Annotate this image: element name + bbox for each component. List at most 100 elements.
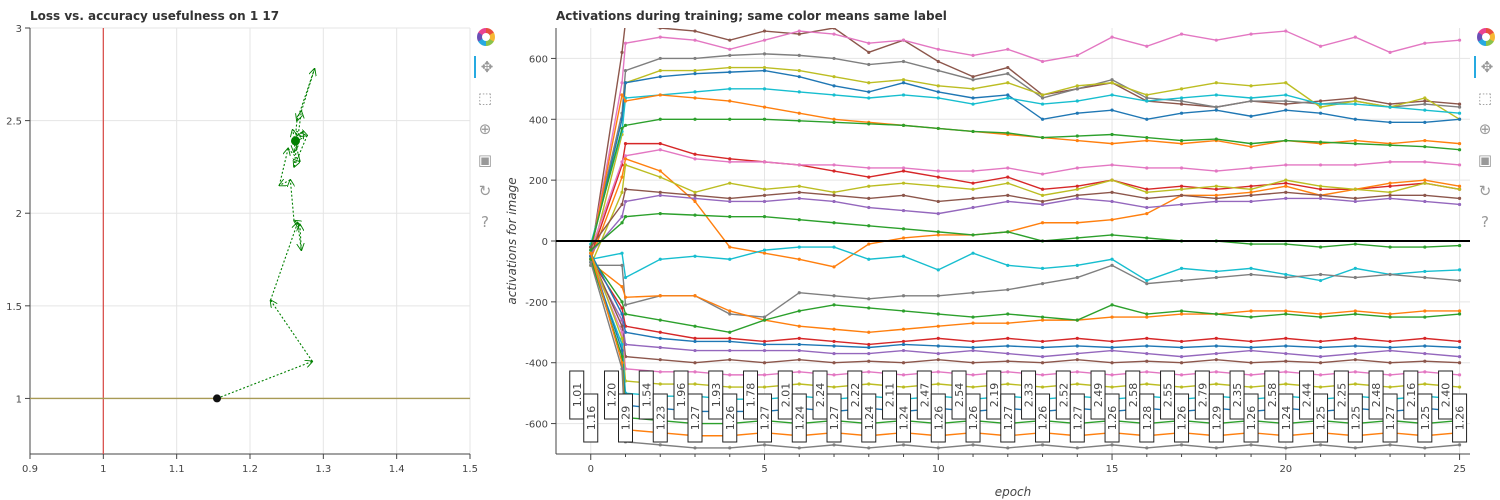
series-point <box>1318 345 1323 350</box>
series-point <box>1006 312 1010 316</box>
epoch-label-text: 1.54 <box>640 383 653 408</box>
series-point <box>1284 178 1288 182</box>
save-icon[interactable]: ▣ <box>1477 151 1493 169</box>
series-point <box>1318 102 1323 106</box>
series-line <box>590 264 1460 318</box>
series-point <box>1318 373 1323 377</box>
epoch-label-text: 1.27 <box>759 406 772 431</box>
epoch-label-box <box>1313 393 1329 443</box>
series-point <box>623 275 628 280</box>
activations-plot[interactable]: 0 5 10 15 20 25 -600 -400 -200 0 200 400 600 epoch act… <box>500 0 1500 500</box>
epoch-label-box <box>1208 393 1224 443</box>
series-point <box>867 345 871 350</box>
series-point <box>1040 339 1045 344</box>
series-point <box>901 193 906 197</box>
series-point <box>623 163 628 167</box>
epoch-label-box <box>583 393 599 443</box>
series-point <box>1284 370 1288 374</box>
series-point <box>1423 446 1427 450</box>
series-point <box>1145 336 1149 340</box>
series-point <box>936 324 940 328</box>
series-point <box>620 126 624 131</box>
series-point <box>728 312 732 316</box>
series-point <box>1318 187 1323 191</box>
wheel-zoom-icon[interactable]: ⊕ <box>1478 120 1492 138</box>
series-point <box>1179 355 1184 359</box>
series-point <box>693 96 697 100</box>
trajectory-arrow <box>287 148 300 161</box>
series-point <box>1353 99 1357 103</box>
series-point <box>867 41 871 45</box>
epoch-label-box <box>1035 393 1051 443</box>
series-point <box>901 339 906 344</box>
series-point <box>1006 230 1010 234</box>
series-point <box>1388 385 1392 389</box>
series-point <box>1249 166 1253 170</box>
series-point <box>867 205 871 210</box>
series-point <box>762 215 767 219</box>
series-line <box>590 255 1460 334</box>
series-point <box>693 90 697 94</box>
series-point <box>1457 361 1462 365</box>
series-point <box>797 324 801 328</box>
y-tick-label: 200 <box>529 176 548 187</box>
series-point <box>867 382 871 386</box>
wheel-zoom-icon[interactable]: ⊕ <box>478 120 492 138</box>
reset-icon[interactable]: ↻ <box>1478 182 1492 200</box>
series-point <box>971 385 975 389</box>
series-point <box>901 294 906 298</box>
epoch-label-text: 1.78 <box>745 383 758 408</box>
pan-icon[interactable]: ✥ <box>1474 56 1498 78</box>
series-point <box>1110 233 1114 237</box>
series-point <box>901 208 906 213</box>
series-point <box>1179 96 1184 100</box>
help-icon[interactable]: ? <box>1481 213 1489 231</box>
reset-icon[interactable]: ↻ <box>478 182 492 200</box>
series-point <box>1179 345 1184 350</box>
series-point <box>1006 72 1010 76</box>
series-point <box>762 318 767 322</box>
series-point <box>1318 111 1323 115</box>
series-point <box>1388 184 1392 188</box>
series-point <box>1075 53 1079 57</box>
series-point <box>1075 336 1079 340</box>
series-point <box>832 373 836 377</box>
series-point <box>1284 359 1288 363</box>
trajectory-arrow <box>300 69 314 112</box>
series-point <box>728 70 732 74</box>
epoch-label-text: 1.29 <box>620 406 633 431</box>
epoch-label-box <box>965 393 981 443</box>
series-point <box>623 69 628 73</box>
series-point <box>693 339 697 344</box>
series-point <box>658 330 662 334</box>
series-point <box>1388 245 1392 249</box>
save-icon[interactable]: ▣ <box>477 151 493 169</box>
series-point <box>1284 102 1288 106</box>
series-point <box>1284 312 1288 316</box>
series-point <box>1040 315 1045 319</box>
series-point <box>728 385 732 389</box>
series-point <box>1423 145 1427 149</box>
loss-accuracy-plot[interactable]: 0.9 1 1.1 1.2 1.3 1.4 1.5 1 1.5 2 2.5 3 <box>0 0 500 500</box>
epoch-label-bottom: 1.26 <box>1243 393 1259 443</box>
series-point <box>1284 196 1288 200</box>
bokeh-logo-icon[interactable] <box>1477 28 1495 46</box>
series-point <box>901 309 906 313</box>
start-point <box>213 394 221 403</box>
trajectory-arrow <box>278 148 288 186</box>
bokeh-logo-icon[interactable] <box>477 28 495 46</box>
help-icon[interactable]: ? <box>481 213 489 231</box>
pan-icon[interactable]: ✥ <box>474 56 498 78</box>
series-point <box>936 175 940 179</box>
box-zoom-icon[interactable]: ⬚ <box>477 89 493 107</box>
epoch-label-text: 1.26 <box>1037 406 1050 431</box>
epoch-label-text: 2.79 <box>1196 383 1209 408</box>
box-zoom-icon[interactable]: ⬚ <box>1477 89 1493 107</box>
series-line <box>590 252 1460 388</box>
series-point <box>1423 41 1427 45</box>
series-point <box>762 348 767 353</box>
series-point <box>1179 187 1184 191</box>
epoch-label-box <box>930 393 946 443</box>
epoch-label-text: 1.24 <box>898 406 911 431</box>
series-point <box>728 257 732 261</box>
